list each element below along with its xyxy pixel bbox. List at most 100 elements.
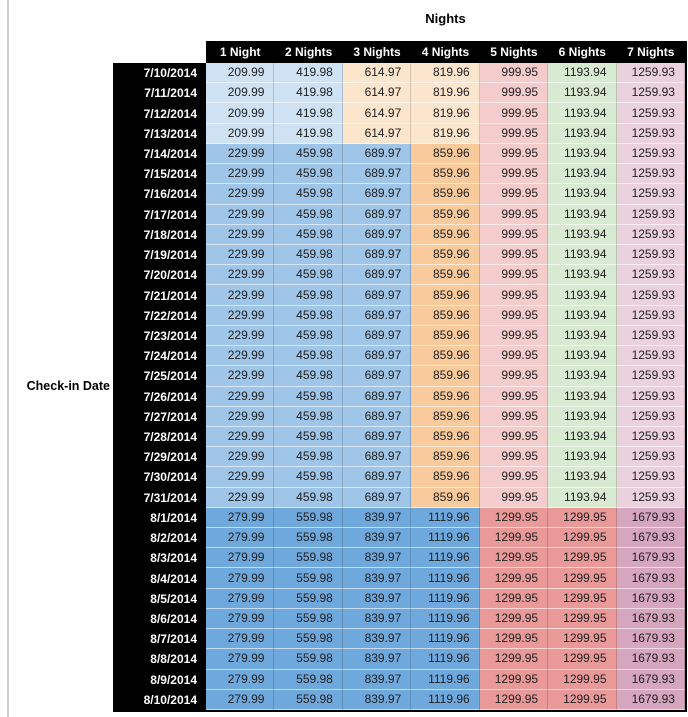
price-cell[interactable]: 1193.94 bbox=[548, 204, 617, 225]
price-cell[interactable]: 209.99 bbox=[206, 83, 275, 104]
row-header-date[interactable]: 8/4/2014 bbox=[113, 568, 206, 589]
price-cell[interactable]: 819.96 bbox=[411, 123, 480, 144]
price-cell[interactable]: 859.96 bbox=[411, 447, 480, 468]
price-cell[interactable]: 999.95 bbox=[479, 366, 549, 387]
price-cell[interactable]: 229.99 bbox=[206, 366, 275, 387]
price-cell[interactable]: 819.96 bbox=[411, 63, 480, 84]
price-cell[interactable]: 279.99 bbox=[206, 548, 275, 569]
price-cell[interactable]: 1119.96 bbox=[411, 548, 480, 569]
price-cell[interactable]: 559.98 bbox=[274, 629, 343, 650]
price-cell[interactable]: 689.97 bbox=[342, 386, 412, 407]
price-cell[interactable]: 559.98 bbox=[274, 528, 343, 549]
price-cell[interactable]: 859.96 bbox=[411, 244, 480, 266]
column-header-6-nights[interactable]: 6 Nights bbox=[548, 41, 617, 63]
price-cell[interactable]: 1119.96 bbox=[411, 568, 480, 589]
price-cell[interactable]: 859.96 bbox=[411, 325, 480, 347]
price-cell[interactable]: 859.96 bbox=[411, 164, 480, 185]
price-cell[interactable]: 999.95 bbox=[479, 103, 549, 124]
price-cell[interactable]: 459.98 bbox=[274, 426, 343, 448]
price-cell[interactable]: 1119.96 bbox=[411, 669, 480, 690]
price-cell[interactable]: 1259.93 bbox=[616, 366, 685, 387]
price-cell[interactable]: 229.99 bbox=[206, 265, 275, 286]
row-header-date[interactable]: 7/13/2014 bbox=[113, 123, 206, 144]
price-cell[interactable]: 859.96 bbox=[411, 406, 480, 427]
price-cell[interactable]: 459.98 bbox=[274, 386, 343, 407]
price-cell[interactable]: 279.99 bbox=[206, 649, 275, 670]
row-header-date[interactable]: 7/19/2014 bbox=[113, 244, 206, 266]
price-cell[interactable]: 459.98 bbox=[274, 184, 343, 205]
column-header-5-nights[interactable]: 5 Nights bbox=[479, 41, 549, 63]
price-cell[interactable]: 229.99 bbox=[206, 164, 275, 185]
price-cell[interactable]: 999.95 bbox=[479, 426, 549, 448]
price-cell[interactable]: 1193.94 bbox=[548, 143, 617, 165]
price-cell[interactable]: 1193.94 bbox=[548, 346, 617, 367]
price-cell[interactable]: 1679.93 bbox=[616, 548, 685, 569]
price-cell[interactable]: 689.97 bbox=[342, 406, 412, 427]
price-cell[interactable]: 459.98 bbox=[274, 325, 343, 347]
price-cell[interactable]: 689.97 bbox=[342, 346, 412, 367]
price-cell[interactable]: 279.99 bbox=[206, 669, 275, 690]
price-cell[interactable]: 459.98 bbox=[274, 467, 343, 488]
price-cell[interactable]: 859.96 bbox=[411, 184, 480, 205]
price-cell[interactable]: 459.98 bbox=[274, 204, 343, 225]
price-cell[interactable]: 1259.93 bbox=[616, 204, 685, 225]
price-cell[interactable]: 1259.93 bbox=[616, 164, 685, 185]
price-cell[interactable]: 999.95 bbox=[479, 63, 549, 84]
price-cell[interactable]: 1299.95 bbox=[479, 669, 549, 690]
price-cell[interactable]: 999.95 bbox=[479, 305, 549, 326]
price-cell[interactable]: 1259.93 bbox=[616, 386, 685, 407]
price-cell[interactable]: 614.97 bbox=[342, 83, 412, 104]
price-cell[interactable]: 1259.93 bbox=[616, 487, 685, 508]
price-cell[interactable]: 614.97 bbox=[342, 63, 412, 84]
price-cell[interactable]: 999.95 bbox=[479, 83, 549, 104]
price-cell[interactable]: 1259.93 bbox=[616, 305, 685, 326]
price-cell[interactable]: 229.99 bbox=[206, 447, 275, 468]
price-cell[interactable]: 1259.93 bbox=[616, 224, 685, 245]
price-cell[interactable]: 1193.94 bbox=[548, 325, 617, 347]
price-cell[interactable]: 1299.95 bbox=[479, 588, 549, 609]
price-cell[interactable]: 1193.94 bbox=[548, 83, 617, 104]
price-cell[interactable]: 209.99 bbox=[206, 123, 275, 144]
price-cell[interactable]: 279.99 bbox=[206, 629, 275, 650]
column-header-3-nights[interactable]: 3 Nights bbox=[342, 41, 412, 63]
price-cell[interactable]: 1259.93 bbox=[616, 244, 685, 266]
column-header-1-night[interactable]: 1 Night bbox=[206, 41, 275, 63]
price-cell[interactable]: 1299.95 bbox=[479, 689, 549, 710]
price-cell[interactable]: 839.97 bbox=[342, 629, 412, 650]
price-cell[interactable]: 1259.93 bbox=[616, 103, 685, 124]
price-cell[interactable]: 839.97 bbox=[342, 669, 412, 690]
price-cell[interactable]: 859.96 bbox=[411, 224, 480, 245]
price-cell[interactable]: 839.97 bbox=[342, 507, 412, 529]
price-cell[interactable]: 1679.93 bbox=[616, 588, 685, 609]
price-cell[interactable]: 1299.95 bbox=[548, 608, 617, 630]
price-cell[interactable]: 459.98 bbox=[274, 447, 343, 468]
price-cell[interactable]: 859.96 bbox=[411, 386, 480, 407]
price-cell[interactable]: 1299.95 bbox=[548, 649, 617, 670]
price-cell[interactable]: 229.99 bbox=[206, 305, 275, 326]
price-cell[interactable]: 859.96 bbox=[411, 487, 480, 508]
row-header-date[interactable]: 7/28/2014 bbox=[113, 426, 206, 448]
price-cell[interactable]: 279.99 bbox=[206, 528, 275, 549]
price-cell[interactable]: 1193.94 bbox=[548, 426, 617, 448]
price-cell[interactable]: 1299.95 bbox=[548, 588, 617, 609]
price-cell[interactable]: 839.97 bbox=[342, 588, 412, 609]
price-cell[interactable]: 999.95 bbox=[479, 487, 549, 508]
price-cell[interactable]: 1679.93 bbox=[616, 649, 685, 670]
price-cell[interactable]: 459.98 bbox=[274, 143, 343, 165]
price-cell[interactable]: 459.98 bbox=[274, 487, 343, 508]
price-cell[interactable]: 839.97 bbox=[342, 568, 412, 589]
price-cell[interactable]: 229.99 bbox=[206, 244, 275, 266]
price-cell[interactable]: 819.96 bbox=[411, 83, 480, 104]
price-cell[interactable]: 1119.96 bbox=[411, 528, 480, 549]
price-cell[interactable]: 1259.93 bbox=[616, 346, 685, 367]
price-cell[interactable]: 999.95 bbox=[479, 325, 549, 347]
price-cell[interactable]: 209.99 bbox=[206, 103, 275, 124]
price-cell[interactable]: 1119.96 bbox=[411, 588, 480, 609]
price-cell[interactable]: 559.98 bbox=[274, 507, 343, 529]
price-cell[interactable]: 229.99 bbox=[206, 184, 275, 205]
price-cell[interactable]: 839.97 bbox=[342, 689, 412, 710]
price-cell[interactable]: 1259.93 bbox=[616, 123, 685, 144]
price-cell[interactable]: 1193.94 bbox=[548, 63, 617, 84]
price-cell[interactable]: 229.99 bbox=[206, 224, 275, 245]
price-cell[interactable]: 279.99 bbox=[206, 689, 275, 710]
